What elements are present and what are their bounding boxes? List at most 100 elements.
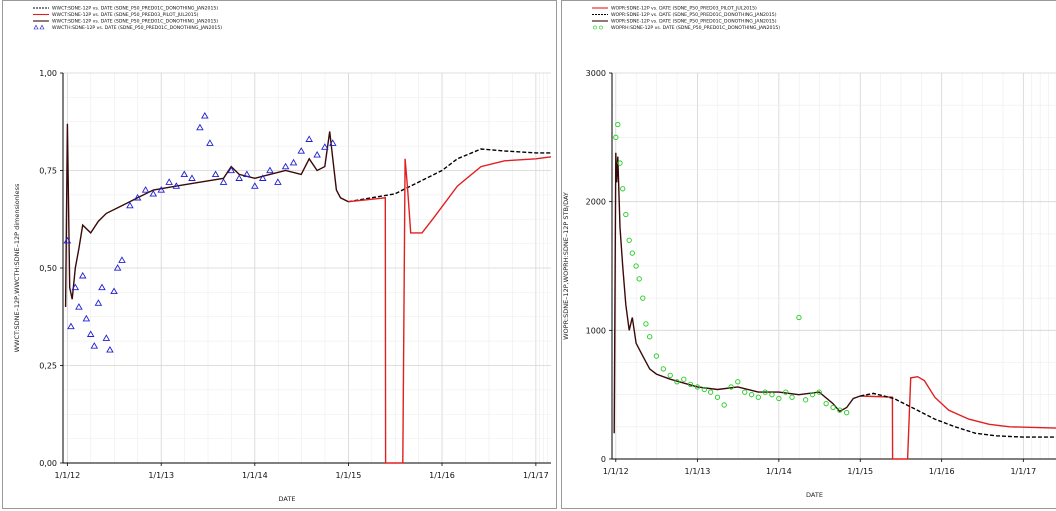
y-tick-label: 1000: [586, 326, 606, 335]
data-point: [802, 397, 809, 403]
x-tick-label: 1/1/13: [148, 471, 174, 480]
data-point: [71, 283, 80, 291]
data-point: [830, 404, 836, 411]
data-point: [796, 314, 802, 321]
legend-marker: [39, 24, 45, 30]
legend: WWCT:SDNE-12P vs. DATE (SDNE_P50_PRED01C…: [33, 6, 222, 31]
data-point: [157, 186, 165, 193]
data-point: [837, 407, 843, 413]
legend-entry: WOPRH:SDNE-12P vs. DATE (SDNE_P50_PRED01…: [611, 25, 780, 31]
data-point: [67, 322, 75, 330]
x-tick-label: 1/1/17: [1010, 467, 1036, 476]
data-point: [626, 237, 632, 243]
data-point: [674, 379, 680, 385]
y-axis-label: WOPR:SDNE–12P,WOPRH:SDNE–12P STB/DAY: [562, 192, 570, 340]
data-point: [660, 366, 666, 372]
data-point: [165, 178, 173, 185]
data-point: [721, 402, 727, 408]
data-point: [141, 186, 150, 193]
y-tick-label: 0,00: [39, 459, 57, 468]
legend-entry: WWCTH:SDNE-12P vs. DATE (SDNE_P50_PRED01…: [52, 25, 222, 31]
data-point: [755, 394, 761, 400]
x-tick-label: 1/1/12: [54, 471, 80, 480]
series-2: [860, 392, 1056, 438]
x-tick-label: 1/1/16: [429, 471, 455, 480]
data-point: [180, 170, 189, 178]
data-point: [707, 389, 714, 395]
data-point: [647, 334, 653, 340]
data-point: [313, 150, 321, 158]
data-point: [82, 314, 91, 322]
legend: WOPR:SDNE-12P vs. DATE (SDNE_P50_PRED03_…: [592, 6, 780, 31]
legend-marker: [593, 25, 597, 30]
series-2: [348, 156, 552, 464]
data-point: [201, 111, 209, 119]
series-line: [348, 148, 551, 203]
x-tick-label: 1/1/16: [929, 467, 955, 476]
y-tick-label: 0: [601, 455, 606, 464]
x-tick-label: 1/1/13: [685, 467, 711, 476]
series-line: [860, 375, 1056, 460]
data-point: [653, 353, 660, 359]
chart-panel-wwct: 0,00 0,25 0,50 0,75 1,00 1/1/12 1/1/13 1/1/14 1/…: [2, 0, 557, 509]
data-point: [235, 174, 243, 181]
y-tick-label: 0,25: [39, 362, 57, 371]
data-point: [694, 384, 701, 390]
legend-entry: WOPR:SDNE-12P vs. DATE (SDNE_P50_PRED01C…: [611, 12, 777, 18]
data-point: [667, 372, 673, 379]
data-point: [289, 158, 298, 166]
data-point: [211, 170, 220, 178]
y-tick-label: 1,00: [39, 69, 57, 78]
y-tick-label: 2000: [586, 198, 606, 207]
data-point: [102, 334, 111, 341]
data-point: [297, 147, 306, 154]
series-4: [63, 111, 337, 353]
data-point: [623, 211, 629, 218]
data-point: [281, 162, 290, 170]
legend-entry: WWCT:SDNE-12P vs. DATE (SDNE_P50_PRED03_…: [52, 12, 199, 18]
data-point: [90, 342, 99, 349]
data-point: [328, 139, 337, 146]
data-point: [681, 376, 687, 382]
grid: [63, 72, 551, 464]
data-point: [769, 392, 775, 398]
data-point: [735, 379, 741, 385]
data-point: [789, 394, 795, 400]
data-point: [266, 166, 274, 174]
legend-entry: WWCT:SDNE-12P vs. DATE (SDNE_P50_PRED01C…: [52, 19, 218, 25]
data-point: [206, 139, 214, 146]
data-point: [714, 394, 721, 400]
data-point: [687, 381, 694, 388]
series-line: [348, 156, 552, 464]
data-point: [640, 295, 646, 301]
data-point: [823, 401, 829, 407]
legend-marker: [33, 24, 39, 30]
x-axis-label: DATE: [806, 491, 823, 499]
data-point: [243, 170, 251, 178]
data-point: [126, 201, 134, 209]
data-point: [63, 236, 72, 244]
data-point: [783, 389, 789, 395]
legend-entry: WOPR:SDNE-12P vs. DATE (SDNE_P50_PRED01C…: [611, 19, 777, 25]
series-line: [860, 392, 1056, 438]
y-tick-label: 0,75: [39, 167, 57, 176]
data-point: [258, 174, 267, 181]
series-1: [348, 148, 551, 203]
series-line: [64, 123, 349, 308]
data-point: [762, 389, 768, 395]
data-point: [844, 410, 850, 416]
data-point: [106, 345, 114, 353]
data-point: [617, 160, 623, 166]
data-point: [188, 174, 196, 181]
chart-panel-wopr: 0 1000 2000 3000 1/1/12 1/1/13 1/1/14 1/1/15 1/1…: [561, 0, 1056, 509]
y-axis-label: WWCT:SDNE–12P,WWCTH:SDNE–12P dimensionle…: [13, 183, 21, 352]
series-1: [860, 375, 1056, 460]
y-tick-label: 0,50: [39, 264, 57, 273]
data-point: [776, 395, 782, 402]
data-point: [113, 264, 122, 271]
data-point: [620, 186, 626, 192]
x-tick-label: 1/1/14: [242, 471, 268, 480]
data-point: [633, 263, 639, 269]
data-point: [728, 384, 734, 390]
legend-entry: WWCT:SDNE-12P vs. DATE (SDNE_P50_PRED01C…: [52, 6, 218, 12]
